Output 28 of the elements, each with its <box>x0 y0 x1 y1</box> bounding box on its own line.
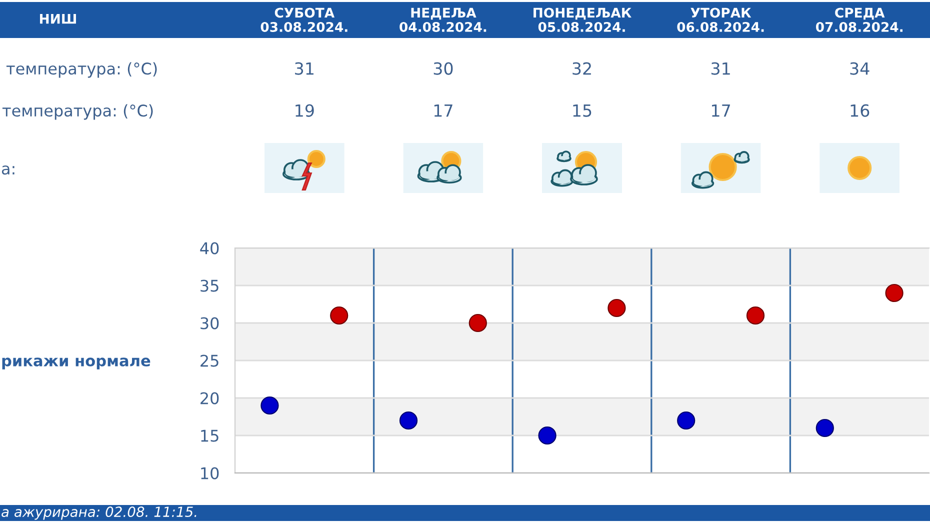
text: СРЕДА 07.08.2024. <box>816 8 902 32</box>
text: ПОНЕДЕЉАК 05.08.2024. <box>534 8 632 32</box>
text: НИШ <box>40 14 76 24</box>
data-label: 32 <box>572 62 591 75</box>
y-tick-label: 40 <box>200 242 219 254</box>
text: УТОРАК 06.08.2024. <box>677 8 764 32</box>
data-label: 17 <box>712 104 730 117</box>
data-label: 34 <box>850 62 870 75</box>
data-label: 17 <box>434 104 452 117</box>
text: а: <box>2 165 14 175</box>
text: рикажи нормале <box>2 358 150 370</box>
y-tick-label: 20 <box>200 392 219 404</box>
y-tick-label: 30 <box>200 317 219 330</box>
y-tick-label: 25 <box>200 354 218 367</box>
text: НЕДЕЉА 04.08.2024. <box>400 8 486 32</box>
data-label: 30 <box>434 62 453 75</box>
data-label: 31 <box>711 62 730 75</box>
text: температура: (°C) <box>6 62 157 78</box>
y-tick-label: 35 <box>200 280 218 292</box>
text: температура: (°C) <box>2 104 153 120</box>
text: а ажурирана: 02.08. 11:15. <box>2 506 196 520</box>
y-tick-label: 15 <box>201 430 218 442</box>
y-tick-label: 10 <box>201 467 219 480</box>
data-label: 15 <box>573 104 592 117</box>
data-label: 19 <box>296 104 314 117</box>
data-label: 16 <box>850 104 870 117</box>
data-label: 31 <box>295 62 314 75</box>
text: СУБОТА 03.08.2024. <box>260 8 348 32</box>
